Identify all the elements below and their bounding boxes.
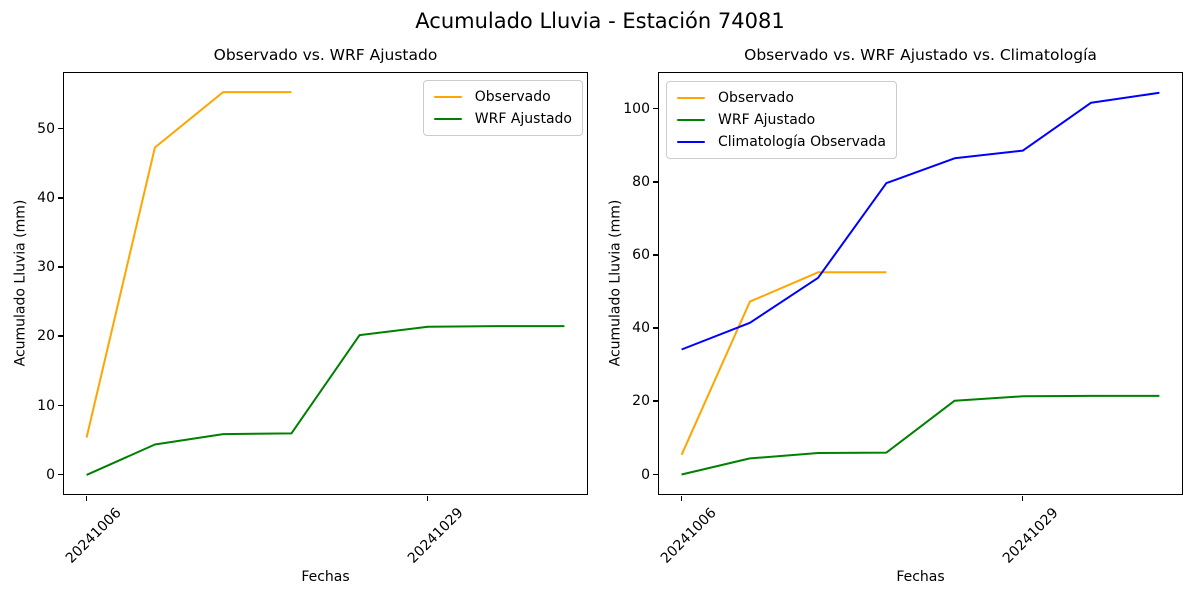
y-tick-mark [653, 473, 658, 476]
subplot-right-axes-frame [658, 72, 1183, 495]
x-tick-label: 20241006 [63, 505, 125, 567]
subplot-left-plot-area [85, 91, 565, 476]
y-tick-mark [58, 335, 63, 337]
x-tick-mark [680, 496, 683, 501]
subplot-left-legend: Observado WRF Ajustado [422, 80, 583, 136]
subplot-left-x-axis-label: Fechas [301, 569, 350, 585]
subplot-left-axes-frame [63, 72, 588, 495]
y-tick-label: 40 [632, 320, 650, 337]
y-tick-label: 0 [46, 466, 55, 483]
y-tick-mark [653, 327, 658, 329]
legend-line-sample-climatologia-observada [677, 140, 705, 144]
y-tick-label: 20 [632, 393, 650, 410]
y-tick-label: 100 [623, 100, 650, 117]
legend-item: WRF Ajustado [677, 109, 886, 131]
line-wrf-ajustado [681, 394, 1160, 476]
subplot-right-legend: Observado WRF Ajustado Climatología Obse… [666, 81, 897, 159]
legend-item: Observado [433, 86, 572, 108]
x-tick-label: 20241029 [404, 505, 467, 567]
legend-label: Observado [474, 89, 551, 105]
line-climatolog-a-observada [681, 91, 1160, 351]
figure-title: Acumulado Lluvia - Estación 74081 [415, 9, 785, 33]
y-tick-mark [58, 404, 63, 407]
legend-label: Observado [718, 90, 794, 106]
y-tick-label: 60 [632, 247, 650, 264]
y-tick-mark [58, 197, 63, 199]
legend-item: Observado [677, 87, 886, 109]
y-tick-label: 50 [37, 120, 55, 137]
y-tick-label: 30 [37, 259, 55, 276]
legend-line-sample-observado [677, 96, 705, 100]
x-tick-label: 20241029 [999, 505, 1062, 567]
line-observado [85, 91, 292, 438]
y-tick-label: 10 [37, 397, 55, 414]
legend-line-sample-observado [433, 95, 462, 99]
legend-item: WRF Ajustado [433, 108, 572, 130]
y-tick-mark [653, 107, 658, 110]
legend-label: Climatología Observada [718, 134, 886, 150]
legend-line-sample-wrf-ajustado [677, 118, 705, 122]
subplot-right-x-axis-label: Fechas [896, 569, 945, 585]
legend-item: Climatología Observada [677, 131, 886, 153]
y-tick-mark [653, 400, 658, 402]
line-wrf-ajustado [86, 325, 565, 476]
x-tick-mark [85, 496, 88, 501]
y-tick-mark [58, 127, 63, 130]
x-tick-mark [426, 496, 429, 501]
legend-label: WRF Ajustado [718, 112, 816, 128]
legend-line-sample-wrf-ajustado [433, 117, 462, 121]
y-tick-label: 0 [641, 466, 650, 483]
y-tick-mark [653, 181, 658, 183]
y-tick-mark [653, 254, 658, 256]
y-tick-label: 40 [37, 190, 55, 206]
y-tick-mark [58, 473, 63, 476]
subplot-right-plot-area [680, 91, 1160, 476]
line-observado [680, 271, 887, 456]
x-tick-label: 20241006 [658, 505, 720, 567]
subplot-right-title: Observado vs. WRF Ajustado vs. Climatolo… [744, 46, 1097, 64]
x-tick-mark [1021, 496, 1024, 501]
subplot-left-title: Observado vs. WRF Ajustado [213, 46, 438, 64]
subplot-right-y-axis-label: Acumulado Lluvia (mm) [607, 199, 624, 367]
y-tick-label: 80 [632, 174, 650, 191]
y-tick-mark [58, 266, 63, 268]
y-tick-label: 20 [37, 328, 55, 345]
legend-label: WRF Ajustado [474, 111, 572, 127]
